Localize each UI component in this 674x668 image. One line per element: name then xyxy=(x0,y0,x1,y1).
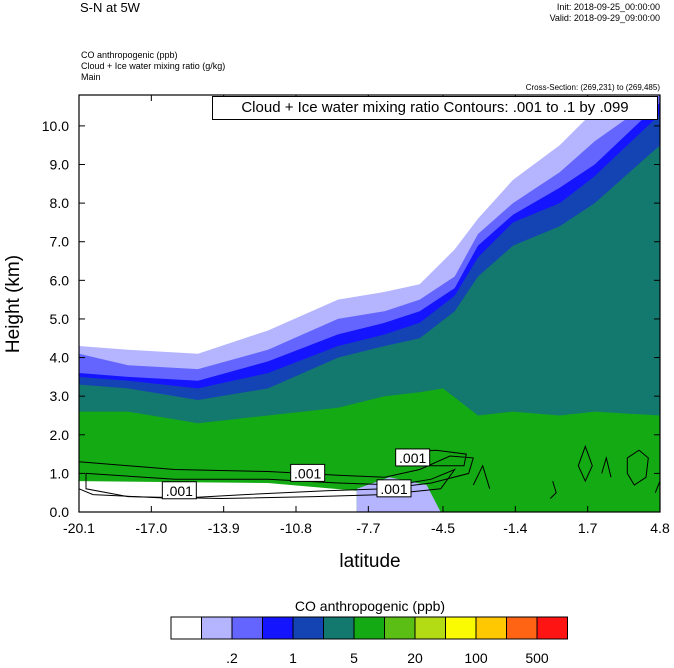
x-tick-label: -1.4 xyxy=(503,520,527,536)
contour-label: .001 xyxy=(395,448,431,467)
colorbar-label: 1 xyxy=(289,650,297,666)
contour-line-3 xyxy=(472,464,491,489)
colorbar-swatch xyxy=(414,616,446,640)
co-fill-layers xyxy=(79,95,660,513)
fill-region-6 xyxy=(79,388,660,512)
contour-label-text: .001 xyxy=(166,483,193,499)
contour-info-box: Cloud + Ice water mixing ratio Contours:… xyxy=(212,96,658,120)
contour-line-5 xyxy=(601,455,612,478)
x-tick-label: -7.7 xyxy=(356,520,380,536)
x-tick-label: 4.8 xyxy=(650,520,670,536)
colorbar-label: .2 xyxy=(226,650,238,666)
valid-time: Valid: 2018-09-29_09:00:00 xyxy=(549,13,660,23)
y-tick-label: 5.0 xyxy=(50,311,70,327)
contour-label: .001 xyxy=(376,479,412,498)
contour-label-box xyxy=(290,463,326,482)
colorbar-label: 500 xyxy=(525,650,549,666)
colorbar-swatch xyxy=(201,616,233,640)
y-tick-label: 10.0 xyxy=(42,118,69,134)
cross-section-label: Cross-Section: (269,231) to (269,485) xyxy=(525,83,660,92)
contour-label-text: .001 xyxy=(399,450,426,466)
contour-label-group: .001 .001 .001 .001 xyxy=(161,448,431,500)
colorbar-swatch xyxy=(506,616,538,640)
contour-label: .001 xyxy=(161,481,197,500)
field-name-co: CO anthropogenic (ppb) xyxy=(81,50,178,60)
y-tick-label: 4.0 xyxy=(50,350,70,366)
colorbar-label: 5 xyxy=(350,650,358,666)
y-tick-label: 7.0 xyxy=(50,234,70,250)
field-name-cloud: Cloud + Ice water mixing ratio (g/kg) xyxy=(81,61,226,71)
contour-line-4 xyxy=(577,444,593,483)
colorbar-swatch xyxy=(292,616,324,640)
colorbar-label: 20 xyxy=(407,650,423,666)
plot-frame xyxy=(78,94,661,513)
contour-line-7 xyxy=(549,480,557,499)
y-tick-label: 2.0 xyxy=(50,427,70,443)
y-tick-label: 1.0 xyxy=(50,465,70,481)
y-tick-label: 3.0 xyxy=(50,388,70,404)
colorbar-swatch xyxy=(231,616,263,640)
x-tick-label: -4.5 xyxy=(431,520,455,536)
colorbar-swatch xyxy=(384,616,416,640)
y-tick-label: 8.0 xyxy=(50,195,70,211)
field-name-main: Main xyxy=(81,72,101,82)
contour-line-1 xyxy=(85,468,457,500)
colorbar-swatch xyxy=(353,616,385,640)
y-tick-label: 6.0 xyxy=(50,272,70,288)
colorbar-swatch xyxy=(323,616,355,640)
x-tick-label: -20.1 xyxy=(63,520,95,536)
x-tick-label: -13.9 xyxy=(208,520,240,536)
axes-group: -20.1 -17.0 -13.9 -10.8 -7.7 -4.5 -1.4 1.7 4.8 0.… xyxy=(42,95,670,536)
colorbar-label: 100 xyxy=(464,650,488,666)
contour-label-box xyxy=(161,481,197,500)
init-time: Init: 2018-09-25_00:00:00 xyxy=(556,2,660,12)
contour-label-text: .001 xyxy=(294,465,321,481)
contour-label-box xyxy=(395,448,431,467)
x-tick-label: 1.7 xyxy=(578,520,598,536)
contour-label-box xyxy=(376,479,412,498)
x-tick-label: -17.0 xyxy=(135,520,167,536)
colorbar-swatch xyxy=(445,616,477,640)
colorbar-legend: .2 1 5 20 100 500 xyxy=(170,616,568,666)
contour-label: .001 xyxy=(290,463,326,482)
contour-label-text: .001 xyxy=(380,481,407,497)
y-tick-label: 0.0 xyxy=(50,504,70,520)
chart-title: S-N at 5W xyxy=(80,0,140,15)
colorbar-swatch xyxy=(170,616,202,640)
y-axis-label: Height (km) xyxy=(3,254,24,354)
colorbar-swatch xyxy=(475,616,507,640)
colorbar-swatch xyxy=(536,616,568,640)
x-axis-label: latitude xyxy=(339,551,401,572)
x-tick-label: -10.8 xyxy=(280,520,312,536)
y-tick-label: 9.0 xyxy=(50,157,70,173)
colorbar-swatch xyxy=(262,616,294,640)
contour-line-6 xyxy=(626,449,649,486)
legend-title: CO anthropogenic (ppb) xyxy=(294,598,446,614)
contour-line-8 xyxy=(654,480,661,493)
